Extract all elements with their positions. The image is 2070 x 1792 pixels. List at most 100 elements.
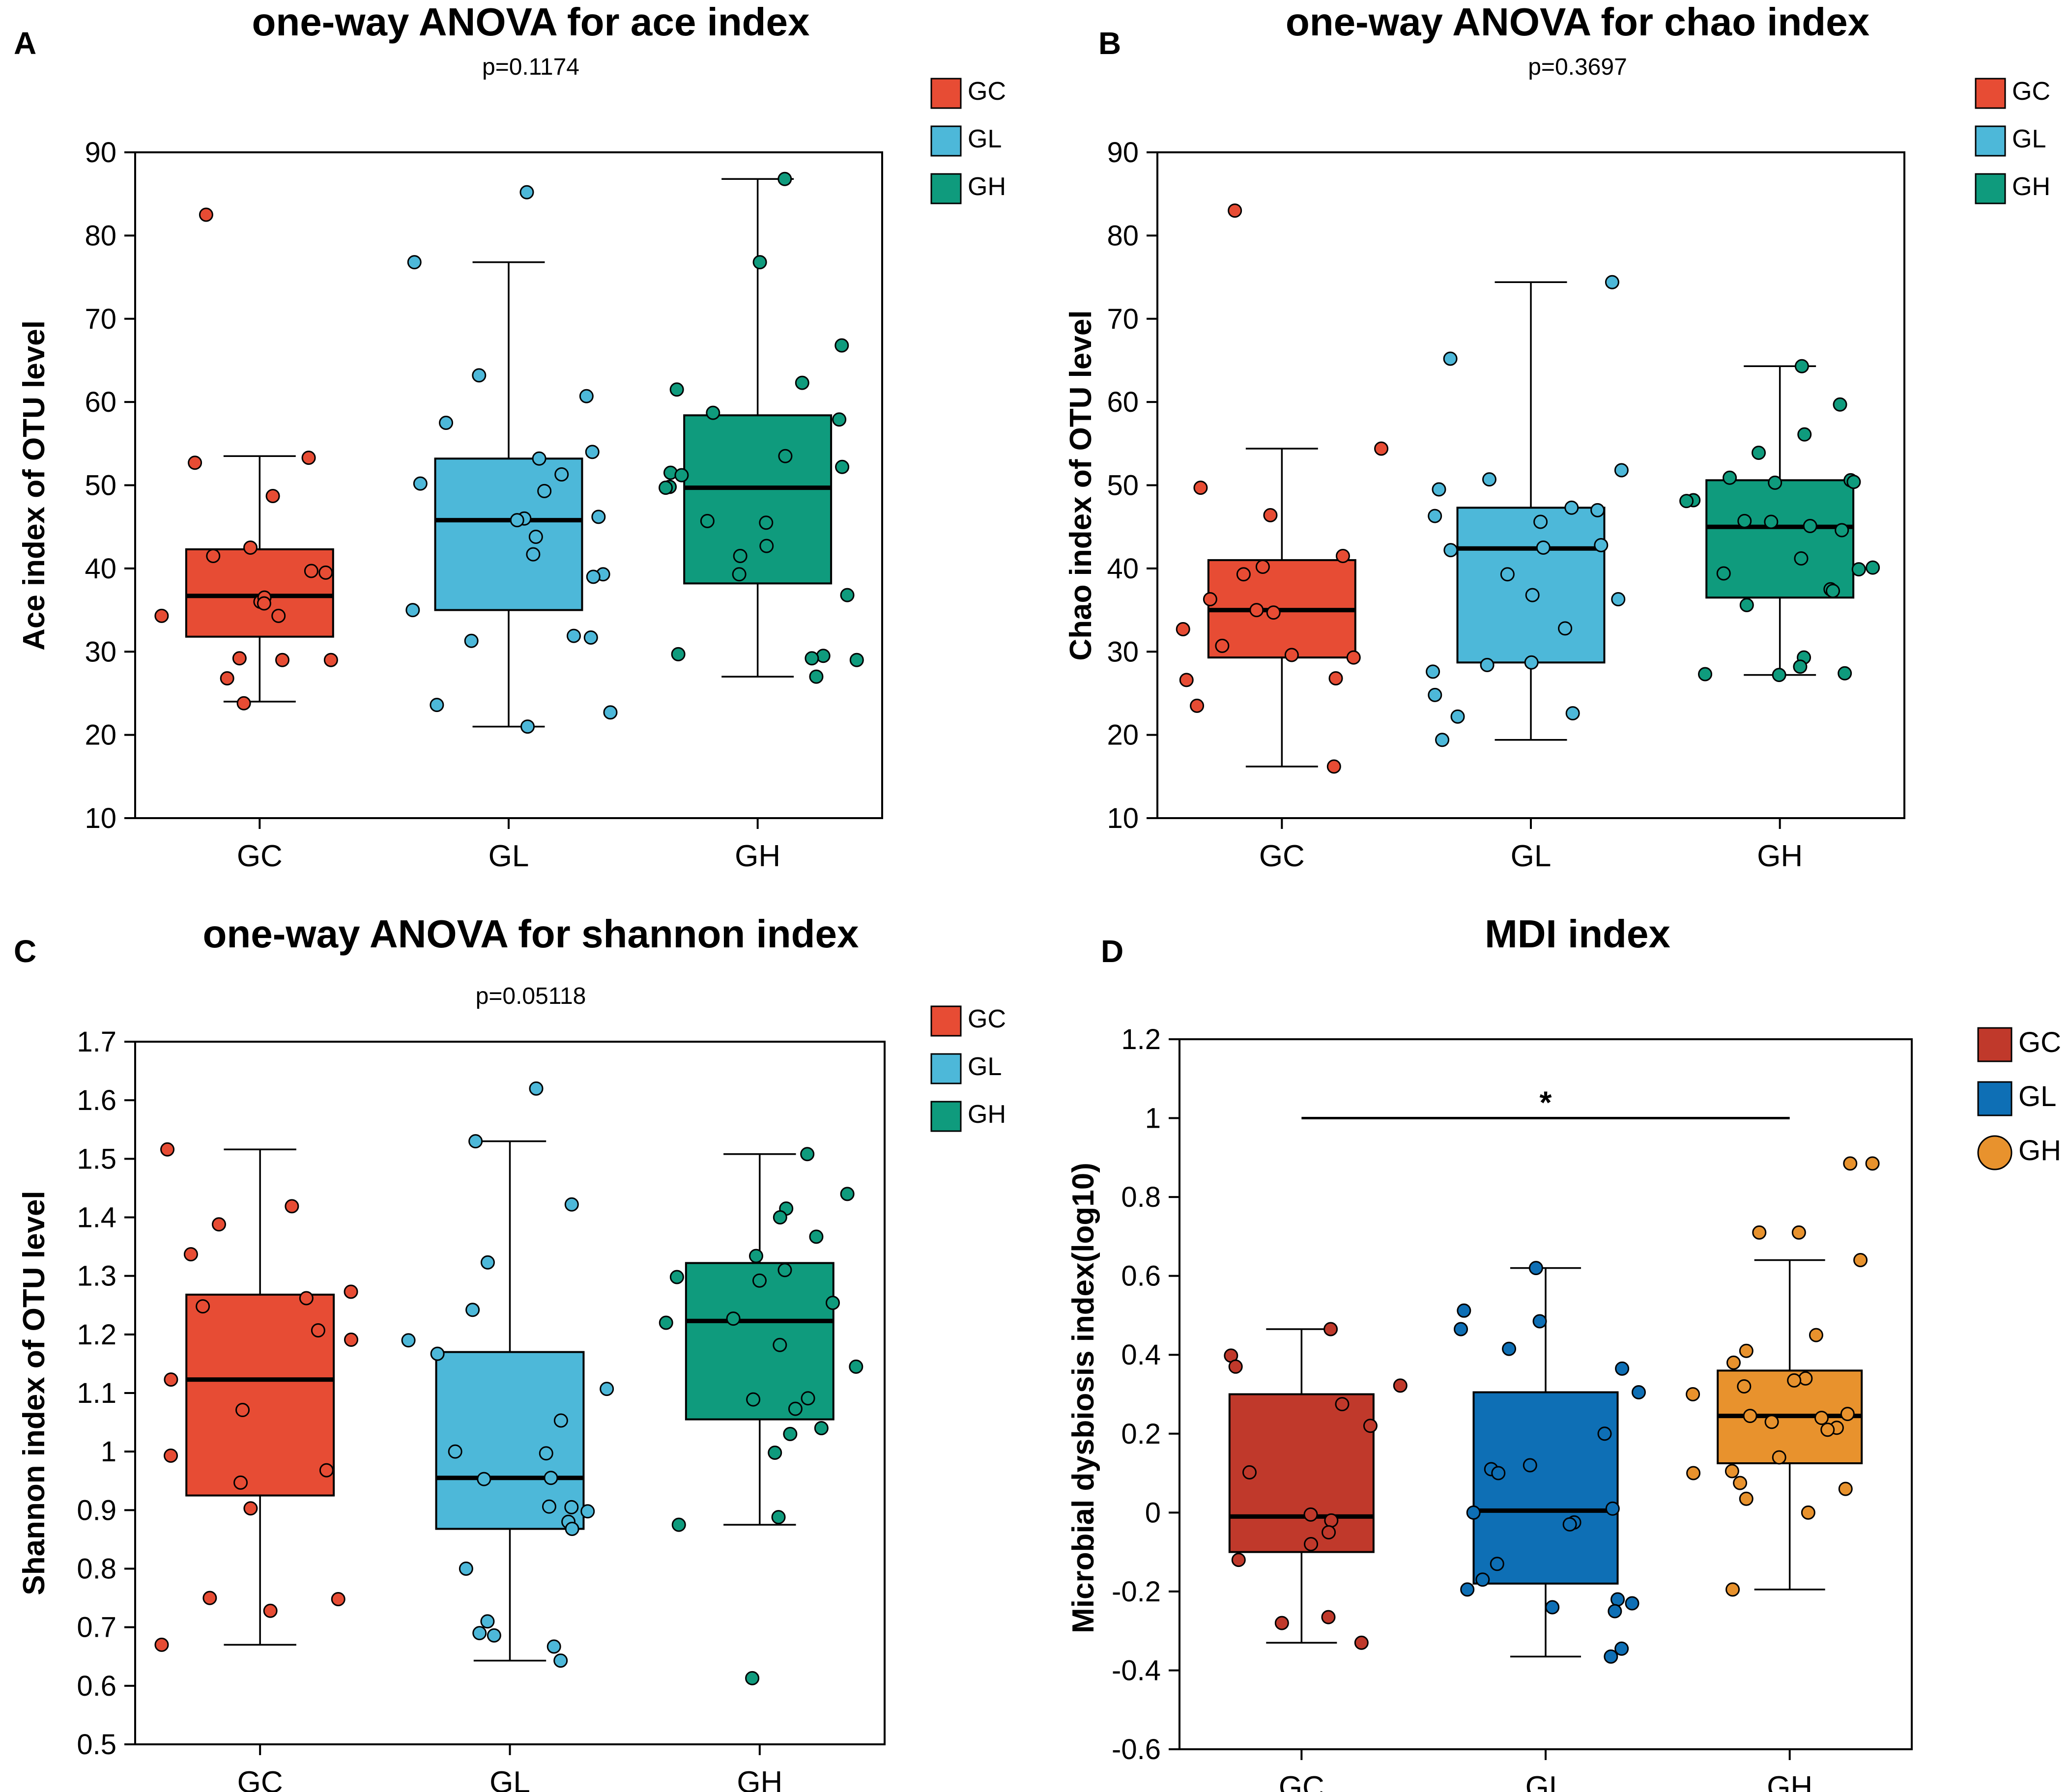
- data-point: [520, 719, 535, 734]
- data-point: [1752, 1225, 1767, 1240]
- data-point: [659, 1315, 673, 1330]
- data-point: [1564, 500, 1579, 515]
- y-tick-label: 90: [85, 137, 116, 169]
- data-point: [1835, 523, 1849, 538]
- data-point: [526, 547, 541, 562]
- y-tick-label: 20: [1107, 719, 1139, 751]
- data-point: [565, 1521, 579, 1536]
- data-point: [1242, 1465, 1257, 1479]
- data-point: [1460, 1582, 1475, 1597]
- legend-item-GH: GH: [1975, 172, 2050, 204]
- data-point: [591, 510, 606, 524]
- box: [1456, 507, 1606, 664]
- data-point: [1752, 445, 1766, 460]
- data-point: [1558, 621, 1573, 636]
- data-point: [849, 653, 864, 667]
- data-point: [783, 1426, 798, 1441]
- data-point: [1726, 1355, 1741, 1370]
- data-point: [553, 1653, 568, 1668]
- data-point: [1328, 671, 1343, 685]
- y-tick-label: 90: [1107, 137, 1139, 169]
- group-GL: [1426, 275, 1629, 747]
- data-point: [700, 513, 715, 528]
- legend-label: GH: [968, 1100, 1006, 1129]
- y-axis-label: Shannon index of OTU level: [17, 1191, 51, 1595]
- data-point: [1820, 1422, 1835, 1437]
- data-point: [539, 1446, 553, 1461]
- data-point: [1698, 667, 1713, 682]
- significance-label: *: [1540, 1085, 1552, 1120]
- data-point: [1764, 1415, 1779, 1429]
- data-point: [275, 653, 289, 667]
- data-point: [439, 415, 454, 430]
- data-point: [519, 185, 534, 199]
- data-point: [1502, 1341, 1517, 1356]
- y-tick-label: 0.6: [77, 1670, 116, 1702]
- data-point: [669, 382, 684, 397]
- data-point: [1324, 1513, 1339, 1528]
- data-point: [835, 459, 850, 474]
- y-tick-label: 20: [85, 719, 116, 751]
- data-point: [840, 1187, 855, 1201]
- chart-title: one-way ANOVA for shannon index: [203, 912, 859, 956]
- legend-label: GL: [2012, 125, 2046, 153]
- data-point: [1838, 1481, 1853, 1496]
- legend-swatch: [1977, 1027, 2012, 1062]
- data-point: [1608, 1604, 1622, 1619]
- data-point: [1865, 1156, 1880, 1171]
- data-point: [344, 1284, 358, 1299]
- data-point: [1562, 1517, 1577, 1532]
- data-point: [1605, 1501, 1620, 1516]
- data-point: [1274, 1616, 1289, 1630]
- legend-label: GH: [2012, 172, 2050, 201]
- legend-swatch: [1977, 1081, 2012, 1116]
- data-point: [301, 451, 316, 465]
- legend-swatch: [1975, 173, 2006, 204]
- data-point: [311, 1323, 325, 1337]
- data-point: [752, 1273, 767, 1288]
- y-tick-label: 0.5: [77, 1729, 116, 1761]
- data-point: [1725, 1582, 1740, 1597]
- data-point: [1725, 1464, 1739, 1479]
- data-point: [1228, 1359, 1243, 1374]
- data-point: [1428, 509, 1442, 523]
- data-point: [1631, 1385, 1646, 1399]
- legend-item-GC: GC: [930, 1005, 1006, 1037]
- y-tick-label: 0.2: [1121, 1418, 1161, 1450]
- panel-letter: D: [1101, 934, 1123, 969]
- data-point: [459, 1562, 473, 1576]
- data-point: [401, 1333, 416, 1348]
- legend-swatch: [930, 125, 962, 157]
- data-point: [1231, 1553, 1246, 1567]
- legend-label: GC: [2012, 77, 2050, 106]
- y-tick-label: 1.6: [77, 1084, 116, 1116]
- data-point: [199, 207, 213, 222]
- data-point: [206, 548, 221, 563]
- legend-swatch: [1975, 125, 2006, 157]
- data-point: [788, 1401, 803, 1416]
- data-point: [706, 405, 720, 420]
- data-point: [1733, 1476, 1748, 1490]
- data-point: [1457, 1303, 1471, 1318]
- group-GL: [1454, 1261, 1646, 1664]
- x-tick-label: GL: [1511, 839, 1552, 873]
- legend-item-GH: GH: [930, 1100, 1006, 1132]
- data-point: [1794, 551, 1809, 566]
- data-point: [1190, 698, 1205, 713]
- legend-label: GC: [968, 1005, 1006, 1033]
- data-point: [257, 596, 271, 611]
- x-tick-label: GL: [489, 1765, 530, 1792]
- y-tick-label: 10: [85, 802, 116, 834]
- data-point: [1524, 655, 1539, 670]
- x-tick-label: GC: [1259, 839, 1305, 873]
- data-point: [816, 649, 831, 663]
- y-axis-label: Microbial dysbiosis index(log10): [1066, 1163, 1100, 1633]
- data-point: [1528, 1261, 1543, 1276]
- data-point: [1491, 1466, 1506, 1480]
- data-point: [220, 671, 234, 685]
- data-point: [1466, 1505, 1481, 1520]
- x-tick-label: GL: [1525, 1770, 1566, 1792]
- data-point: [659, 481, 673, 495]
- data-point: [1679, 494, 1694, 509]
